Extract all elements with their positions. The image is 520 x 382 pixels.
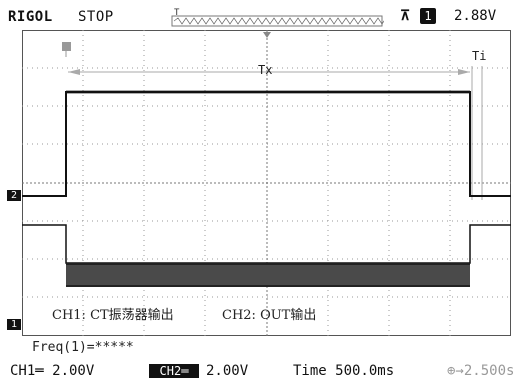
ch2-scale[interactable]: 2.00V <box>206 363 249 379</box>
trigger-delay[interactable]: ⊕→2.500s <box>447 363 515 379</box>
run-status[interactable]: STOP <box>78 9 114 25</box>
status-bar: RIGOL STOP T ⊼ 1 2.88V <box>0 0 520 28</box>
ti-label: Ti <box>472 49 486 63</box>
tx-label: Tx <box>258 63 272 77</box>
ch1-oscillation-band <box>66 264 470 286</box>
ch2-label-badge[interactable]: CH2═ <box>149 364 199 378</box>
ch1-ground-marker[interactable]: 1 <box>7 319 21 330</box>
trigger-level: 2.88V <box>454 8 497 24</box>
ch2-trace <box>22 91 511 197</box>
memory-timebar[interactable]: T <box>170 6 384 28</box>
ch1-scale[interactable]: CH1═ 2.00V <box>10 363 95 379</box>
ch1-annotation: CH1: CT振荡器输出 <box>52 308 174 323</box>
ch2-ground-marker[interactable]: 2 <box>7 190 21 201</box>
trigger-position-icon <box>263 32 271 38</box>
brand-label: RIGOL <box>8 9 53 25</box>
timebase[interactable]: Time 500.0ms <box>293 363 395 379</box>
ch2-annotation: CH2: OUT输出 <box>222 308 317 323</box>
scope-grid: Tx Ti <box>22 30 511 336</box>
svg-text:T: T <box>174 8 180 18</box>
frequency-readout: Freq(1)=***** <box>32 340 134 355</box>
channel-status-bar: CH1═ 2.00V CH2═ 2.00V Time 500.0ms ⊕→2.5… <box>0 362 520 382</box>
trigger-source-badge: 1 <box>420 8 436 24</box>
trigger-edge-icon: ⊼ <box>400 8 411 24</box>
waveform-display[interactable]: Tx Ti <box>22 30 511 336</box>
